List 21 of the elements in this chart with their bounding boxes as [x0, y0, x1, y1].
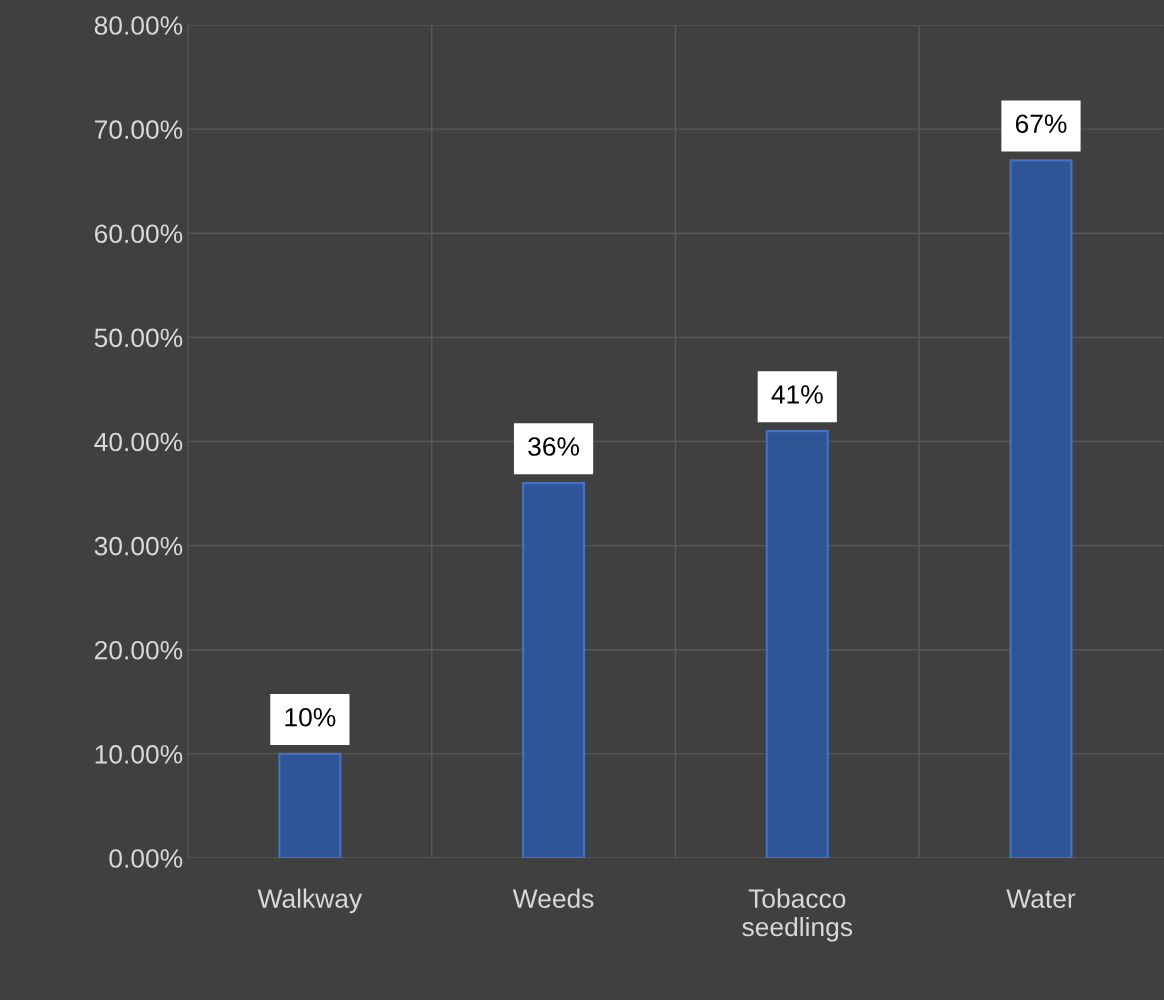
y-tick-label: 50.00%: [94, 328, 183, 348]
x-tick-label: Tobacco seedlings: [742, 888, 853, 942]
bar: [278, 752, 342, 858]
x-tick-label: Weeds: [512, 888, 594, 908]
y-tick-label: 80.00%: [94, 16, 183, 35]
data-label: 36%: [528, 437, 580, 456]
y-tick-label: 10.00%: [95, 745, 183, 764]
y-tick-label: 70.00%: [95, 120, 183, 139]
x-tick-label: Water: [1006, 889, 1076, 908]
y-tick-label: 40.00%: [94, 432, 183, 452]
data-label: 10%: [285, 707, 336, 727]
data-label: 41%: [771, 385, 823, 404]
bar: [522, 482, 586, 858]
bar: [765, 430, 829, 858]
data-label: 67%: [1015, 114, 1067, 134]
y-tick-label: 20.00%: [94, 640, 183, 660]
y-tick-label: 30.00%: [94, 536, 183, 556]
bar: [1009, 159, 1073, 858]
y-tick-label: 0.00%: [109, 849, 183, 868]
y-tick-label: 60.00%: [94, 224, 183, 244]
x-tick-label: Walkway: [257, 888, 363, 914]
